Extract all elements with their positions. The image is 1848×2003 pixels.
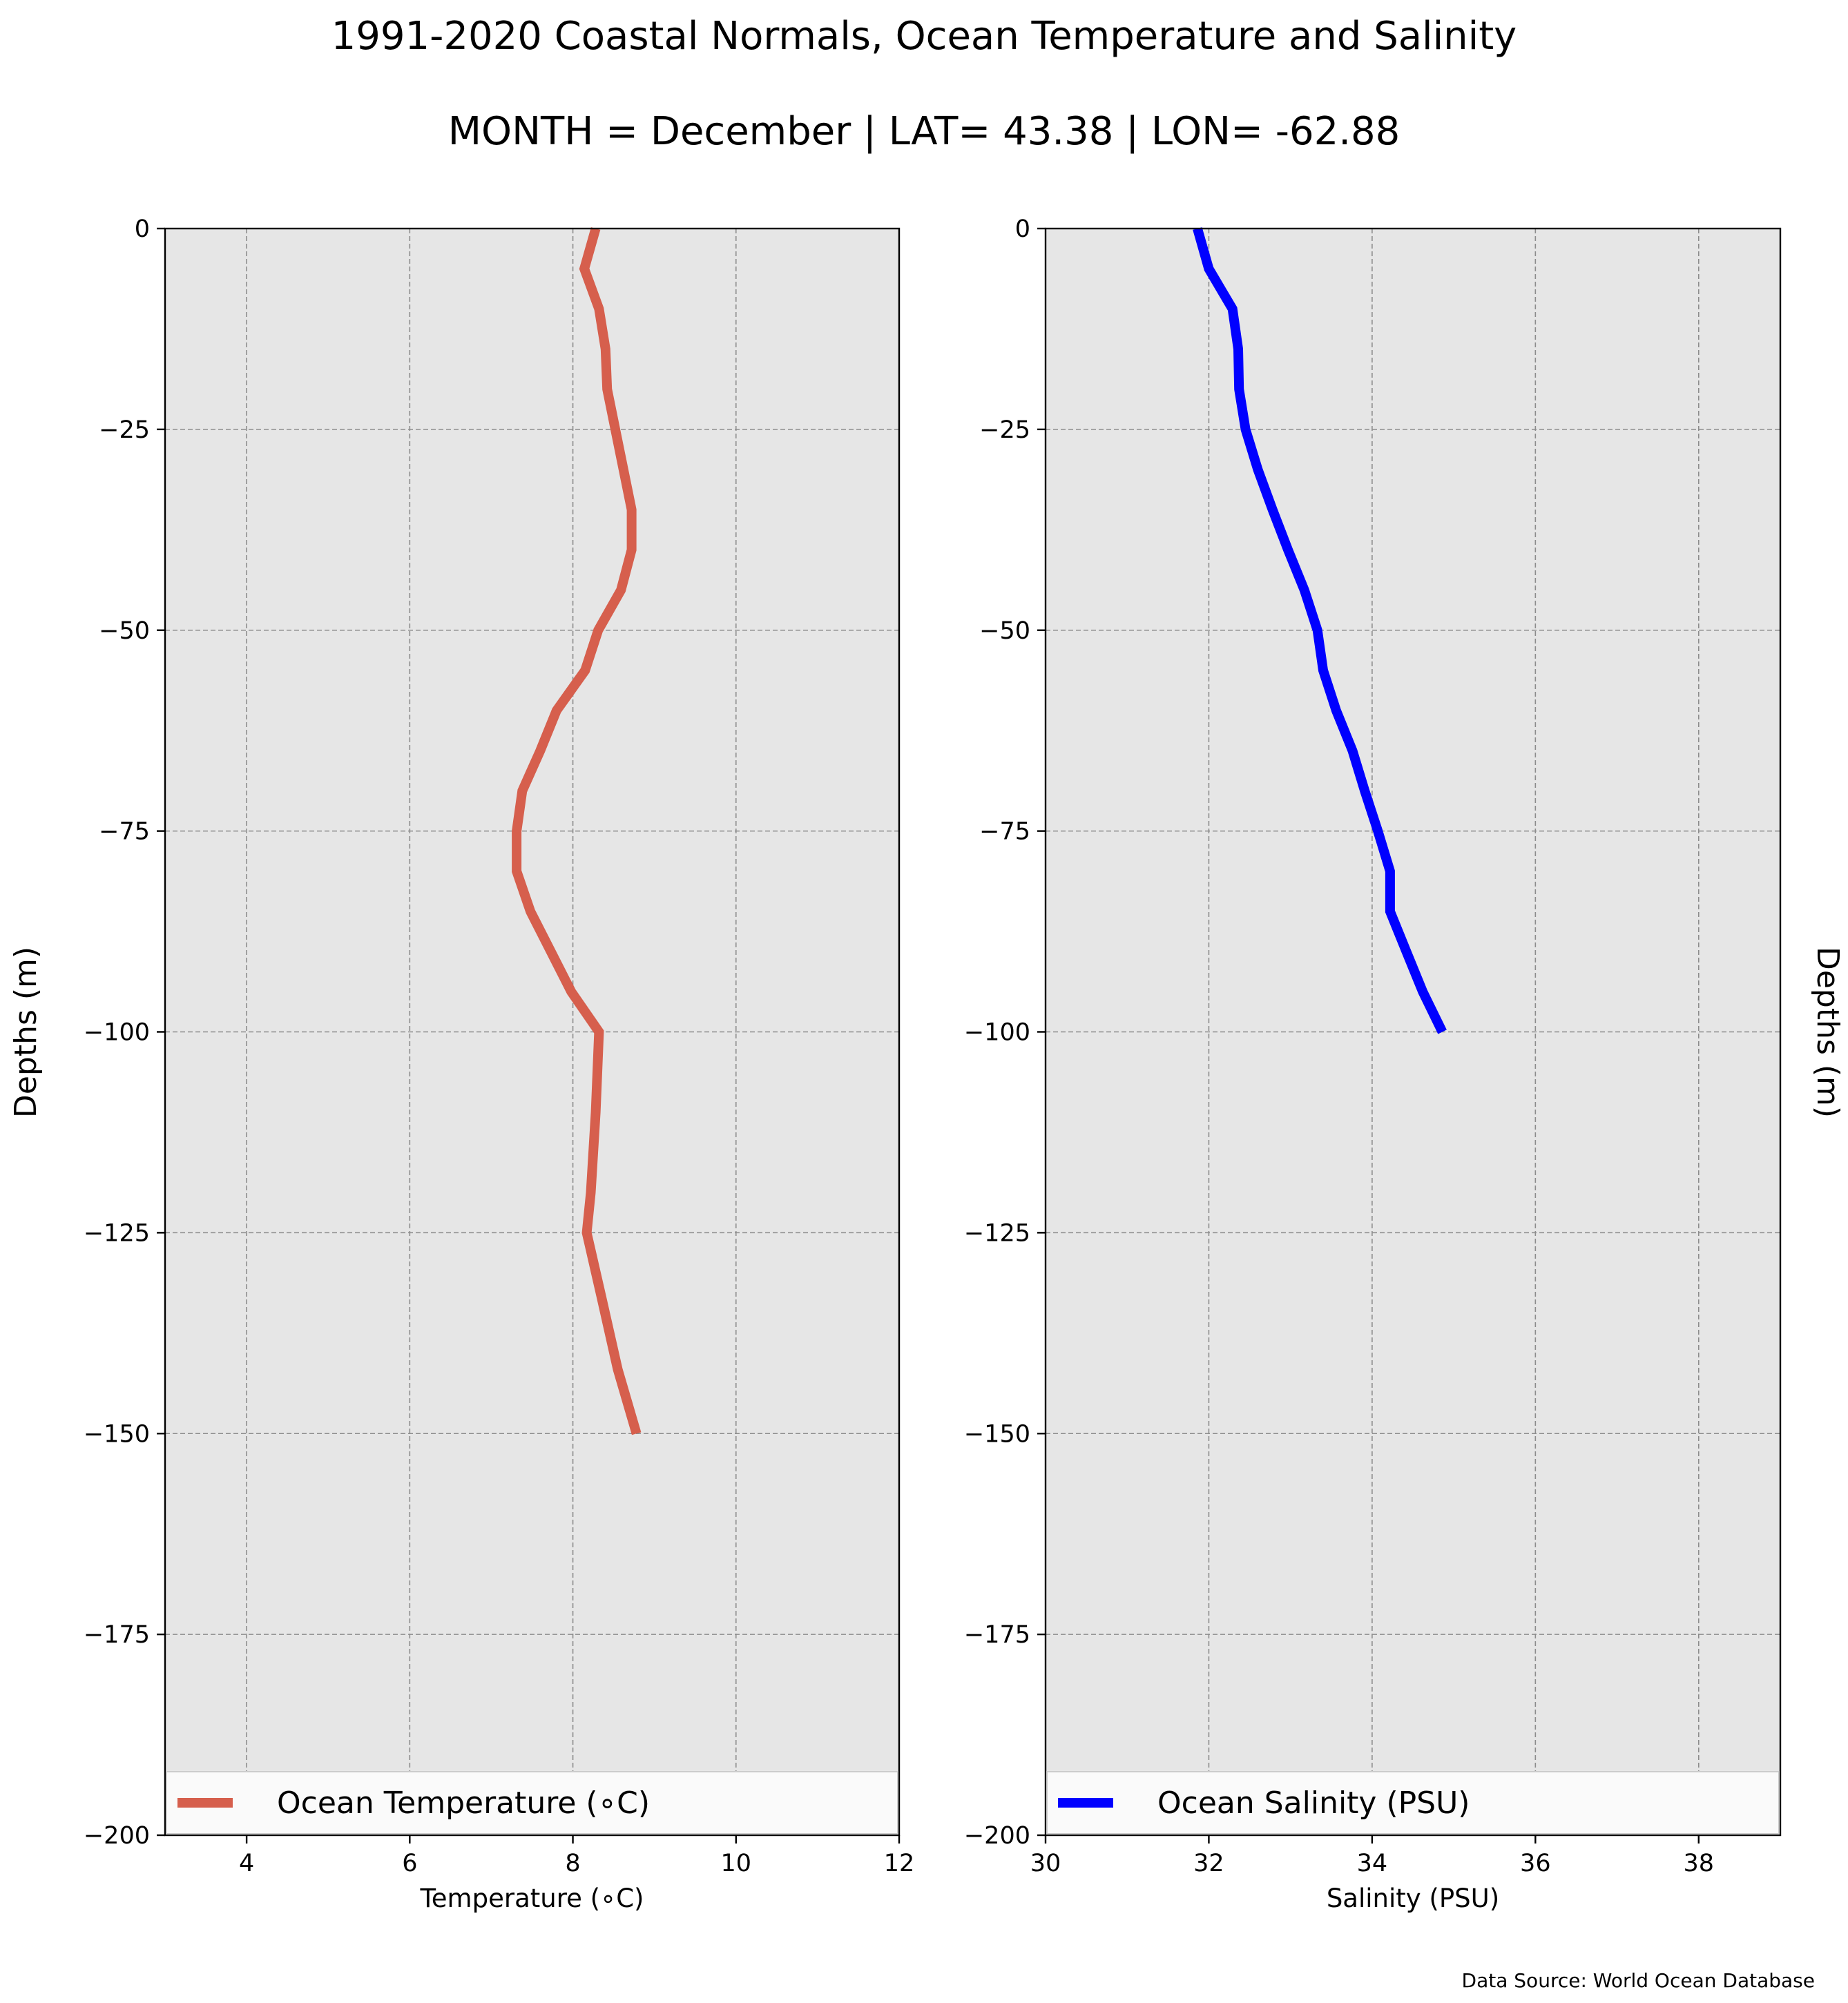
y-tick-label: −200 bbox=[84, 1822, 150, 1850]
x-tick-label: 6 bbox=[402, 1850, 417, 1877]
y-tick-label: −175 bbox=[84, 1621, 150, 1649]
y-tick-label: −100 bbox=[964, 1019, 1030, 1047]
y-tick-label: 0 bbox=[135, 215, 150, 243]
y-tick-label: −50 bbox=[979, 617, 1030, 645]
y-tick-label: −75 bbox=[99, 818, 150, 846]
data-source-note: Data Source: World Ocean Database bbox=[1461, 1969, 1815, 1992]
series-line-temperature bbox=[512, 227, 642, 1435]
y-tick-label: −175 bbox=[964, 1621, 1030, 1649]
y-tick-label: −150 bbox=[84, 1420, 150, 1448]
x-tick-label: 12 bbox=[884, 1850, 915, 1877]
y-tick-label: 0 bbox=[1015, 215, 1030, 243]
y-tick-label: −200 bbox=[964, 1822, 1030, 1850]
legend-label: Ocean Salinity (PSU) bbox=[1157, 1786, 1470, 1821]
x-tick-label: 38 bbox=[1684, 1850, 1715, 1877]
y-tick-label: −125 bbox=[964, 1219, 1030, 1247]
y-tick-label: −150 bbox=[964, 1420, 1030, 1448]
x-tick-label: 8 bbox=[565, 1850, 580, 1877]
y-tick-label: −25 bbox=[99, 416, 150, 444]
series-line-salinity bbox=[1193, 227, 1447, 1034]
legend-box bbox=[1046, 1771, 1780, 1835]
x-axis-label: Temperature (∘C) bbox=[419, 1884, 644, 1913]
x-axis-label: Salinity (PSU) bbox=[1327, 1884, 1499, 1913]
y-axis-label: Depths (m) bbox=[8, 947, 44, 1118]
x-tick-label: 30 bbox=[1030, 1850, 1061, 1877]
y-tick-label: −125 bbox=[84, 1219, 150, 1247]
x-tick-label: 4 bbox=[239, 1850, 254, 1877]
y-axis-label: Depths (m) bbox=[1810, 947, 1845, 1118]
y-tick-label: −50 bbox=[99, 617, 150, 645]
legend-label: Ocean Temperature (∘C) bbox=[277, 1786, 650, 1821]
legend: Ocean Temperature (∘C) bbox=[166, 1771, 898, 1835]
panel-salinity: 30 32 34 36 38 0 −25 −50 −75 −100 −125 −150 −175 −200… bbox=[964, 215, 1845, 1913]
y-tick-label: −25 bbox=[979, 416, 1030, 444]
x-tick-label: 36 bbox=[1520, 1850, 1551, 1877]
y-tick-label: −100 bbox=[84, 1019, 150, 1047]
panel-temperature: 4 6 8 10 12 0 −25 −50 −75 −100 −125 −150 −175 −200 Tem… bbox=[8, 215, 914, 1913]
x-tick-label: 34 bbox=[1357, 1850, 1388, 1877]
y-tick-label: −75 bbox=[979, 818, 1030, 846]
chart-title: 1991-2020 Coastal Normals, Ocean Tempera… bbox=[331, 14, 1517, 59]
legend-box bbox=[166, 1771, 898, 1835]
chart-subtitle: MONTH = December | LAT= 43.38 | LON= -62… bbox=[447, 109, 1401, 154]
x-tick-label: 32 bbox=[1193, 1850, 1224, 1877]
legend: Ocean Salinity (PSU) bbox=[1046, 1771, 1780, 1835]
x-tick-label: 10 bbox=[721, 1850, 752, 1877]
